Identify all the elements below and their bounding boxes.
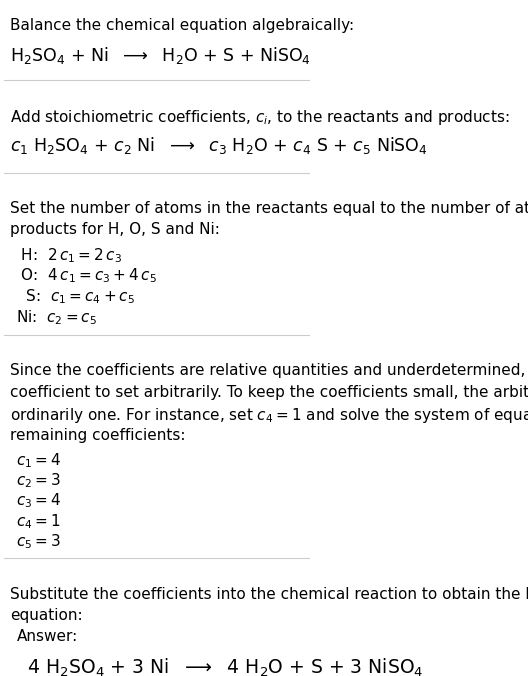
Text: $c_1\ \mathsf{H_2SO_4}$ + $c_2$ Ni  $\longrightarrow$  $c_3\ \mathsf{H_2O}$ + $c: $c_1\ \mathsf{H_2SO_4}$ + $c_2$ Ni $\lon… bbox=[10, 135, 428, 156]
Text: $4\ \mathsf{H_2SO_4}$ + 3 Ni  $\longrightarrow$  $4\ \mathsf{H_2O}$ + S + $3\ \m: $4\ \mathsf{H_2SO_4}$ + 3 Ni $\longright… bbox=[27, 657, 423, 676]
Text: O:  $4\,c_1 = c_3 + 4\,c_5$: O: $4\,c_1 = c_3 + 4\,c_5$ bbox=[16, 266, 157, 285]
Text: $c_4 = 1$: $c_4 = 1$ bbox=[16, 512, 61, 531]
Text: Substitute the coefficients into the chemical reaction to obtain the balanced: Substitute the coefficients into the che… bbox=[10, 587, 528, 602]
Text: Add stoichiometric coefficients, $c_i$, to the reactants and products:: Add stoichiometric coefficients, $c_i$, … bbox=[10, 108, 510, 127]
Text: Balance the chemical equation algebraically:: Balance the chemical equation algebraica… bbox=[10, 18, 354, 33]
Text: Ni:  $c_2 = c_5$: Ni: $c_2 = c_5$ bbox=[16, 308, 97, 327]
Text: equation:: equation: bbox=[10, 608, 83, 623]
Text: remaining coefficients:: remaining coefficients: bbox=[10, 428, 186, 443]
Text: $\mathsf{H_2SO_4}$ + Ni  $\longrightarrow$  $\mathsf{H_2O}$ + S + $\mathsf{NiSO_: $\mathsf{H_2SO_4}$ + Ni $\longrightarrow… bbox=[10, 45, 311, 66]
FancyBboxPatch shape bbox=[7, 613, 203, 676]
Text: Answer:: Answer: bbox=[17, 629, 78, 644]
Text: H:  $2\,c_1 = 2\,c_3$: H: $2\,c_1 = 2\,c_3$ bbox=[16, 246, 122, 264]
Text: products for H, O, S and Ni:: products for H, O, S and Ni: bbox=[10, 222, 220, 237]
Text: ordinarily one. For instance, set $c_4 = 1$ and solve the system of equations fo: ordinarily one. For instance, set $c_4 =… bbox=[10, 406, 528, 425]
Text: $c_5 = 3$: $c_5 = 3$ bbox=[16, 532, 61, 551]
Text: coefficient to set arbitrarily. To keep the coefficients small, the arbitrary va: coefficient to set arbitrarily. To keep … bbox=[10, 385, 528, 400]
Text: $c_3 = 4$: $c_3 = 4$ bbox=[16, 491, 61, 510]
Text: Since the coefficients are relative quantities and underdetermined, choose a: Since the coefficients are relative quan… bbox=[10, 364, 528, 379]
Text: S:  $c_1 = c_4 + c_5$: S: $c_1 = c_4 + c_5$ bbox=[16, 287, 135, 306]
Text: Set the number of atoms in the reactants equal to the number of atoms in the: Set the number of atoms in the reactants… bbox=[10, 201, 528, 216]
Text: $c_1 = 4$: $c_1 = 4$ bbox=[16, 452, 61, 470]
Text: $c_2 = 3$: $c_2 = 3$ bbox=[16, 472, 61, 490]
